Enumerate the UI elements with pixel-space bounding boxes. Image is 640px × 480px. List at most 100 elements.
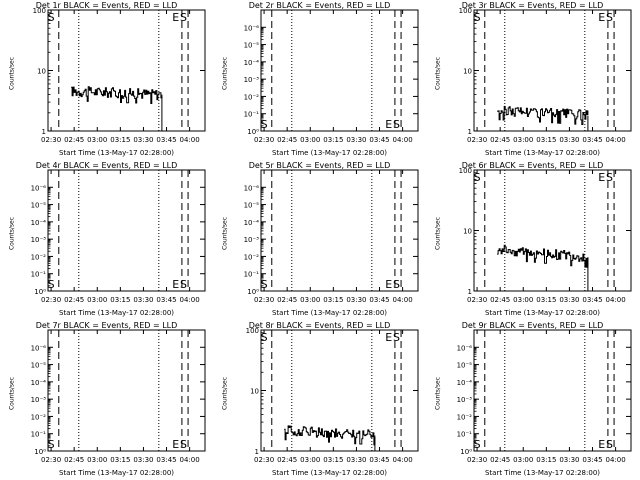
events-series-line: [497, 244, 589, 268]
marker-label-e: E: [598, 11, 605, 24]
x-tick-label: 04:00: [180, 136, 200, 144]
plot-area: 02:30 02:45 03:00 03:15 03:30 03:45 04:00 10⁰ 10…: [244, 169, 419, 304]
y-tick-label: 10⁻³: [31, 396, 47, 404]
y-tick-label: 1: [468, 288, 472, 296]
y-tick-label: 10⁻¹: [244, 271, 260, 279]
marker-label-s: S: [474, 438, 481, 451]
y-tick-label: 10⁻²: [457, 413, 473, 421]
det-4r-panel: Det 4r BLACK = Events, RED = LLD Start Ti…: [0, 160, 213, 320]
x-tick-label: 03:45: [156, 136, 176, 144]
x-tick-label: 03:15: [323, 296, 343, 304]
panel-title: Det 9r BLACK = Events, RED = LLD: [461, 321, 604, 330]
x-axis-label: Start Time (13-May-17 02:28:00): [484, 469, 601, 477]
marker-label-e: E: [598, 171, 605, 184]
y-tick-label: 10: [463, 68, 472, 76]
y-tick-label: 10⁻⁴: [244, 219, 260, 227]
marker-label-s: S: [393, 278, 400, 291]
y-tick-label: 10⁻⁵: [457, 362, 473, 370]
x-tick-label: 03:30: [559, 136, 579, 144]
x-tick-label: 02:30: [467, 296, 487, 304]
x-tick-label: 02:45: [277, 296, 297, 304]
x-tick-label: 03:45: [369, 296, 389, 304]
y-tick-label: 10⁻⁴: [244, 59, 260, 67]
x-axis-label: Start Time (13-May-17 02:28:00): [58, 149, 175, 157]
y-tick-label: 10⁻⁶: [244, 24, 260, 32]
x-axis-label: Start Time (13-May-17 02:28:00): [271, 309, 388, 317]
y-tick-label: 10⁰: [247, 288, 259, 296]
marker-label-e: E: [172, 278, 179, 291]
x-tick-label: 02:30: [254, 136, 274, 144]
x-tick-label: 03:15: [536, 136, 556, 144]
x-tick-label: 02:45: [64, 296, 84, 304]
marker-label-e: E: [385, 278, 392, 291]
x-tick-label: 03:00: [300, 456, 320, 464]
marker-label-e: E: [385, 331, 392, 344]
x-tick-label: 03:45: [582, 456, 602, 464]
x-tick-label: 03:30: [346, 136, 366, 144]
y-tick-label: 10⁻⁵: [31, 202, 47, 210]
x-tick-label: 02:30: [467, 456, 487, 464]
x-tick-label: 03:00: [87, 136, 107, 144]
x-tick-label: 03:00: [300, 296, 320, 304]
x-tick-label: 02:45: [490, 136, 510, 144]
marker-label-e: E: [172, 11, 179, 24]
y-tick-label: 1: [255, 448, 259, 456]
det-6r-panel: Det 6r BLACK = Events, RED = LLD Start Ti…: [426, 160, 639, 320]
panel-title: Det 8r BLACK = Events, RED = LLD: [248, 321, 391, 330]
y-tick-label: 10⁰: [247, 128, 259, 136]
marker-label-e: E: [172, 438, 179, 451]
marker-label-s: S: [180, 11, 187, 24]
marker-label-e: E: [598, 438, 605, 451]
x-tick-label: 02:45: [490, 296, 510, 304]
y-tick-label: 10⁻⁴: [31, 379, 47, 387]
marker-label-s: S: [180, 278, 187, 291]
x-axis-label: Start Time (13-May-17 02:28:00): [484, 309, 601, 317]
plot-area: 02:30 02:45 03:00 03:15 03:30 03:45 04:00 1 10 10…: [33, 7, 206, 144]
marker-label-s: S: [180, 438, 187, 451]
y-tick-label: 10⁻²: [31, 253, 47, 261]
y-tick-label: 10⁻¹: [457, 431, 473, 439]
x-tick-label: 02:30: [41, 296, 61, 304]
y-tick-label: 10⁻¹: [244, 111, 260, 119]
x-tick-label: 03:45: [156, 296, 176, 304]
x-tick-label: 03:15: [110, 136, 130, 144]
x-tick-label: 03:45: [369, 456, 389, 464]
x-tick-label: 02:30: [254, 456, 274, 464]
plot-area: 02:30 02:45 03:00 03:15 03:30 03:45 04:00 1 10 10…: [459, 7, 632, 144]
plot-area: 02:30 02:45 03:00 03:15 03:30 03:45 04:00 10⁰ 10…: [31, 329, 206, 464]
y-tick-label: 10⁻²: [244, 93, 260, 101]
x-tick-label: 04:00: [180, 296, 200, 304]
x-tick-label: 03:00: [513, 456, 533, 464]
y-tick-label: 10⁻⁵: [31, 362, 47, 370]
x-axis-label: Start Time (13-May-17 02:28:00): [271, 149, 388, 157]
marker-label-s: S: [48, 278, 55, 291]
det-7r-panel: Det 7r BLACK = Events, RED = LLD Start Ti…: [0, 320, 213, 480]
y-tick-label: 10⁰: [460, 448, 472, 456]
plot-area: 02:30 02:45 03:00 03:15 03:30 03:45 04:00 10⁰ 10…: [244, 9, 419, 144]
x-tick-label: 02:30: [41, 456, 61, 464]
y-tick-label: 100: [459, 7, 472, 15]
panel-title: Det 4r BLACK = Events, RED = LLD: [35, 161, 178, 170]
marker-label-s: S: [474, 171, 481, 184]
y-tick-label: 10⁻²: [31, 413, 47, 421]
panel-title: Det 7r BLACK = Events, RED = LLD: [35, 321, 178, 330]
y-tick-label: 100: [459, 167, 472, 175]
panel-title: Det 6r BLACK = Events, RED = LLD: [461, 161, 604, 170]
x-tick-label: 03:45: [156, 456, 176, 464]
plot-area: 02:30 02:45 03:00 03:15 03:30 03:45 04:00 10⁰ 10…: [31, 169, 206, 304]
x-tick-label: 03:15: [110, 456, 130, 464]
events-series-line: [497, 105, 589, 125]
x-tick-label: 02:30: [467, 136, 487, 144]
x-tick-label: 03:30: [133, 296, 153, 304]
x-tick-label: 04:00: [393, 296, 413, 304]
x-tick-label: 03:15: [536, 456, 556, 464]
y-tick-label: 10: [37, 68, 46, 76]
x-tick-label: 03:30: [559, 456, 579, 464]
y-tick-label: 100: [246, 327, 259, 335]
y-tick-label: 1: [468, 128, 472, 136]
x-tick-label: 03:00: [513, 136, 533, 144]
marker-label-s: S: [606, 11, 613, 24]
x-tick-label: 04:00: [180, 456, 200, 464]
y-tick-label: 1: [42, 128, 46, 136]
